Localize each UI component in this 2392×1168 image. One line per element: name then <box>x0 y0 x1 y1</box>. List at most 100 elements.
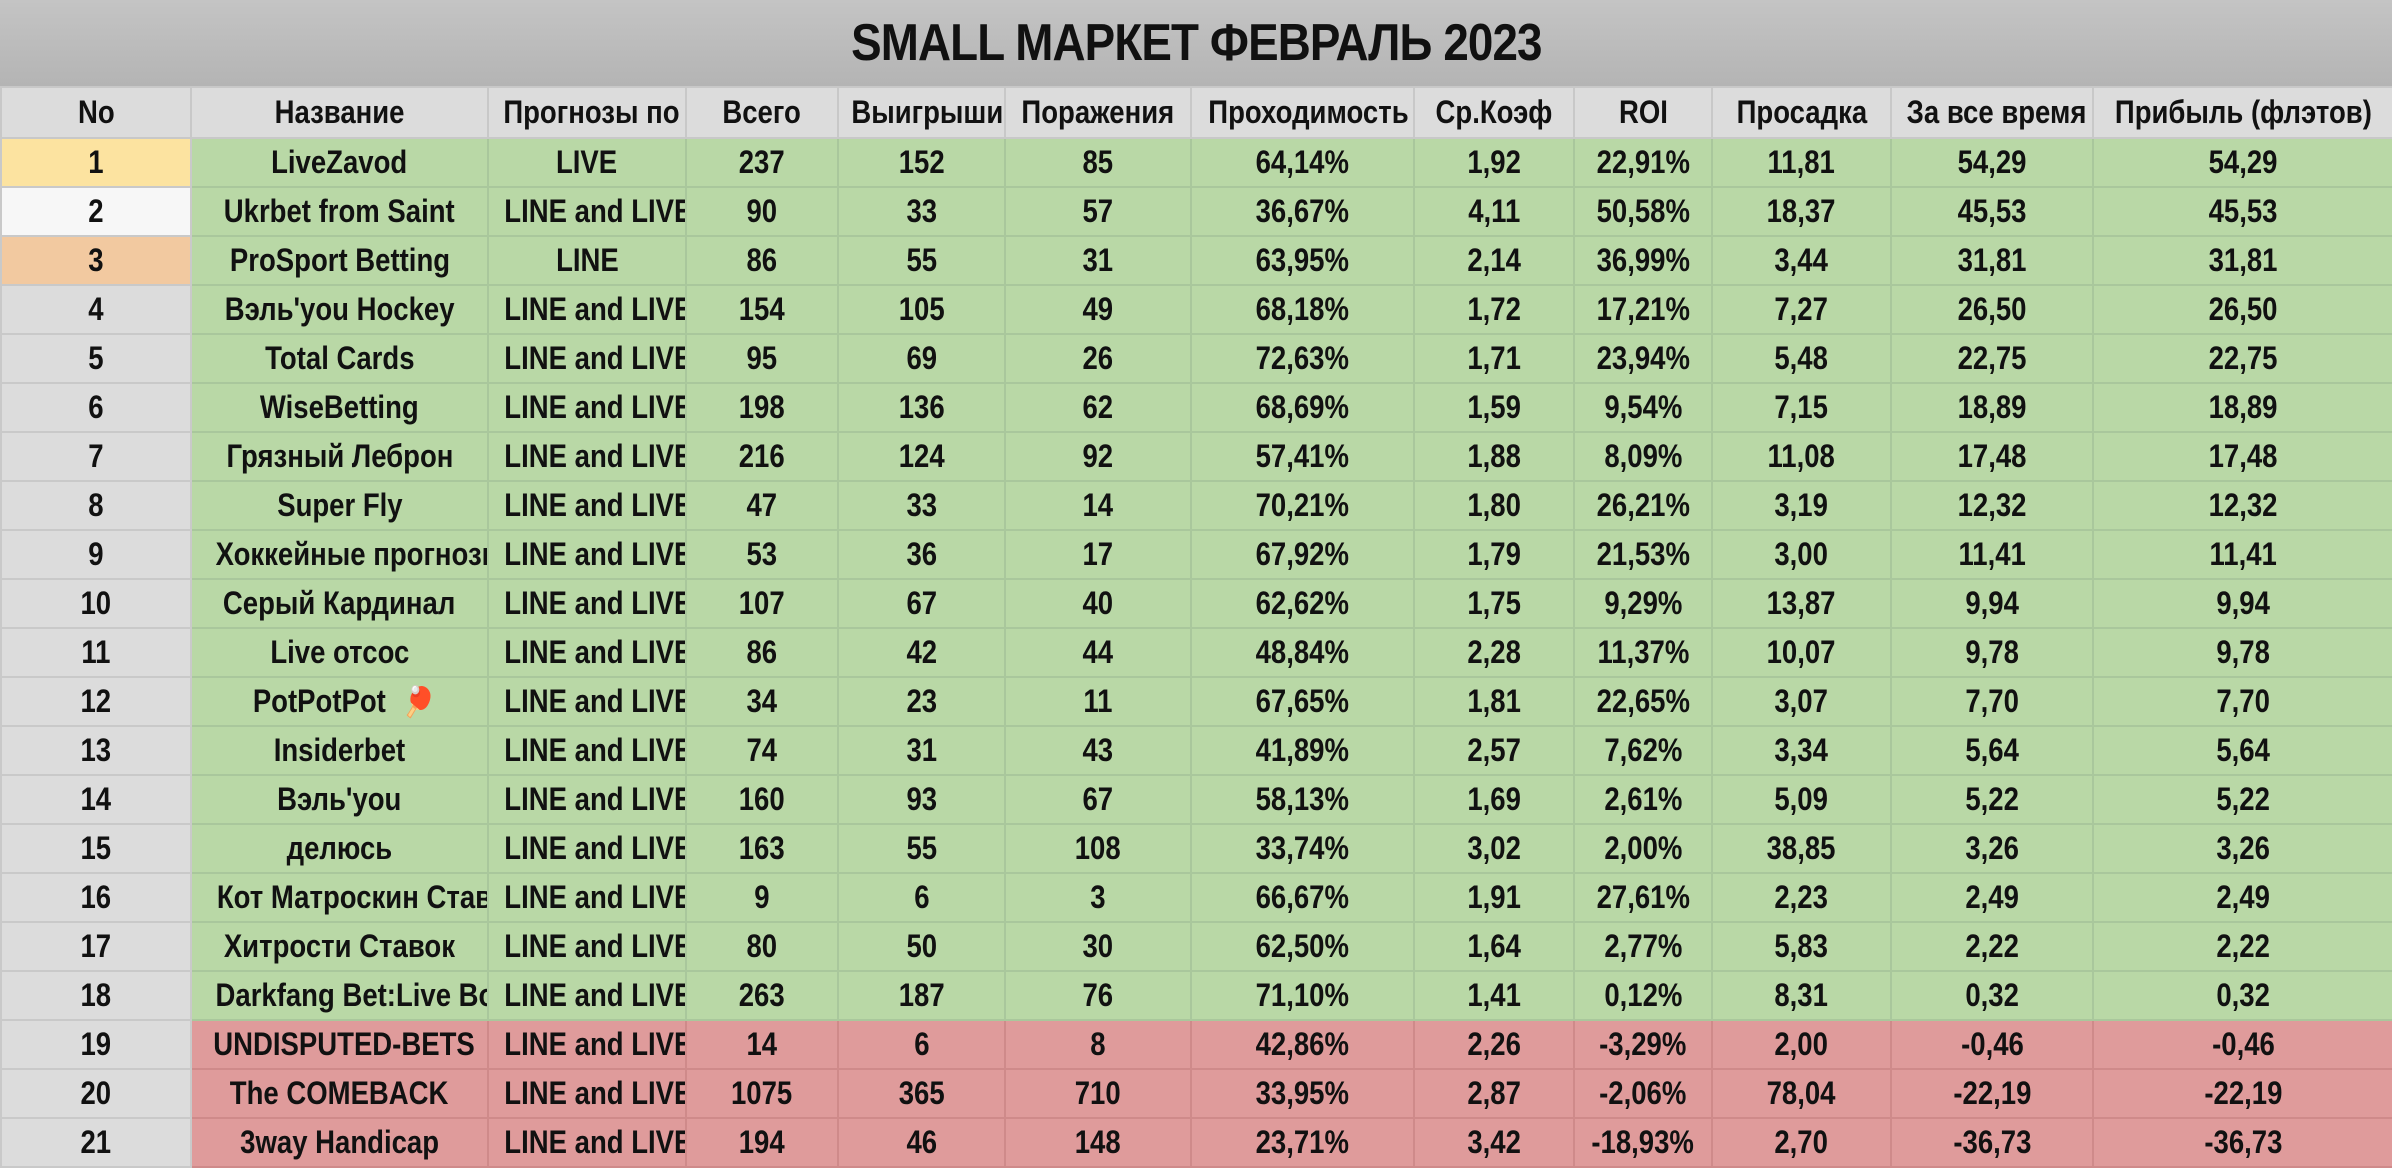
cell-all-time[interactable]: 5,64 <box>1890 725 2094 776</box>
cell-forecast-type[interactable]: LINE and LIVE <box>487 284 687 335</box>
cell-total[interactable]: 34 <box>685 676 839 727</box>
cell-drawdown[interactable]: 13,87 <box>1711 578 1892 629</box>
cell-forecast-type[interactable]: LINE and LIVE <box>487 529 687 580</box>
cell-total[interactable]: 160 <box>685 774 839 825</box>
cell-all-time[interactable]: 26,50 <box>1890 284 2094 335</box>
cell-pass-rate[interactable]: 36,67% <box>1190 186 1415 237</box>
cell-drawdown[interactable]: 3,07 <box>1711 676 1892 727</box>
cell-all-time[interactable]: 5,22 <box>1890 774 2094 825</box>
cell-no[interactable]: 5 <box>0 333 192 384</box>
cell-forecast-type[interactable]: LINE and LIVE <box>487 382 687 433</box>
cell-name[interactable]: WiseBetting <box>190 382 489 433</box>
header-name[interactable]: Название <box>190 86 489 139</box>
cell-no[interactable]: 18 <box>0 970 192 1021</box>
cell-drawdown[interactable]: 2,70 <box>1711 1117 1892 1168</box>
cell-avg-coef[interactable]: 1,71 <box>1413 333 1575 384</box>
cell-profit[interactable]: -22,19 <box>2092 1068 2392 1119</box>
cell-avg-coef[interactable]: 1,80 <box>1413 480 1575 531</box>
header-forecast-type[interactable]: Прогнозы по <box>487 86 687 139</box>
cell-drawdown[interactable]: 2,23 <box>1711 872 1892 923</box>
header-avg-coef[interactable]: Ср.Коэф <box>1413 86 1575 139</box>
cell-name[interactable]: LiveZavod <box>190 137 489 188</box>
cell-name[interactable]: Total Cards <box>190 333 489 384</box>
cell-avg-coef[interactable]: 3,42 <box>1413 1117 1575 1168</box>
cell-all-time[interactable]: -22,19 <box>1890 1068 2094 1119</box>
cell-pass-rate[interactable]: 48,84% <box>1190 627 1415 678</box>
header-drawdown[interactable]: Просадка <box>1711 86 1892 139</box>
cell-losses[interactable]: 40 <box>1004 578 1192 629</box>
cell-forecast-type[interactable]: LINE and LIVE <box>487 725 687 776</box>
cell-all-time[interactable]: 22,75 <box>1890 333 2094 384</box>
cell-roi[interactable]: 23,94% <box>1573 333 1713 384</box>
cell-no[interactable]: 17 <box>0 921 192 972</box>
cell-forecast-type[interactable]: LINE and LIVE <box>487 1068 687 1119</box>
cell-avg-coef[interactable]: 1,69 <box>1413 774 1575 825</box>
cell-losses[interactable]: 30 <box>1004 921 1192 972</box>
cell-roi[interactable]: 22,65% <box>1573 676 1713 727</box>
cell-roi[interactable]: -2,06% <box>1573 1068 1713 1119</box>
cell-profit[interactable]: 0,32 <box>2092 970 2392 1021</box>
cell-profit[interactable]: 2,49 <box>2092 872 2392 923</box>
cell-roi[interactable]: 8,09% <box>1573 431 1713 482</box>
cell-roi[interactable]: 11,37% <box>1573 627 1713 678</box>
cell-pass-rate[interactable]: 71,10% <box>1190 970 1415 1021</box>
cell-wins[interactable]: 55 <box>837 823 1006 874</box>
cell-pass-rate[interactable]: 62,62% <box>1190 578 1415 629</box>
cell-name[interactable]: Грязный Леброн <box>190 431 489 482</box>
cell-no[interactable]: 16 <box>0 872 192 923</box>
cell-forecast-type[interactable]: LINE and LIVE <box>487 676 687 727</box>
cell-profit[interactable]: 22,75 <box>2092 333 2392 384</box>
cell-roi[interactable]: -18,93% <box>1573 1117 1713 1168</box>
cell-name[interactable]: Darkfang Bet:Live Bot <box>190 970 489 1021</box>
cell-wins[interactable]: 365 <box>837 1068 1006 1119</box>
cell-losses[interactable]: 76 <box>1004 970 1192 1021</box>
cell-profit[interactable]: 9,78 <box>2092 627 2392 678</box>
cell-name[interactable]: Кот Матроскин Ставит <box>190 872 489 923</box>
cell-pass-rate[interactable]: 68,18% <box>1190 284 1415 335</box>
cell-profit[interactable]: 12,32 <box>2092 480 2392 531</box>
cell-total[interactable]: 74 <box>685 725 839 776</box>
cell-pass-rate[interactable]: 67,65% <box>1190 676 1415 727</box>
cell-no[interactable]: 7 <box>0 431 192 482</box>
cell-all-time[interactable]: 54,29 <box>1890 137 2094 188</box>
cell-roi[interactable]: 2,61% <box>1573 774 1713 825</box>
cell-total[interactable]: 154 <box>685 284 839 335</box>
cell-total[interactable]: 86 <box>685 627 839 678</box>
cell-roi[interactable]: 36,99% <box>1573 235 1713 286</box>
cell-no[interactable]: 8 <box>0 480 192 531</box>
cell-name[interactable]: Вэль'you Hockey <box>190 284 489 335</box>
cell-wins[interactable]: 42 <box>837 627 1006 678</box>
cell-no[interactable]: 2 <box>0 186 192 237</box>
cell-losses[interactable]: 85 <box>1004 137 1192 188</box>
cell-name[interactable]: Super Fly <box>190 480 489 531</box>
cell-pass-rate[interactable]: 41,89% <box>1190 725 1415 776</box>
cell-total[interactable]: 107 <box>685 578 839 629</box>
cell-all-time[interactable]: 2,22 <box>1890 921 2094 972</box>
cell-profit[interactable]: 3,26 <box>2092 823 2392 874</box>
cell-wins[interactable]: 50 <box>837 921 1006 972</box>
cell-losses[interactable]: 43 <box>1004 725 1192 776</box>
cell-forecast-type[interactable]: LINE and LIVE <box>487 872 687 923</box>
cell-avg-coef[interactable]: 2,26 <box>1413 1019 1575 1070</box>
cell-all-time[interactable]: 7,70 <box>1890 676 2094 727</box>
cell-name[interactable]: Live отсос <box>190 627 489 678</box>
cell-no[interactable]: 9 <box>0 529 192 580</box>
cell-roi[interactable]: 17,21% <box>1573 284 1713 335</box>
cell-all-time[interactable]: 45,53 <box>1890 186 2094 237</box>
cell-drawdown[interactable]: 2,00 <box>1711 1019 1892 1070</box>
cell-no[interactable]: 19 <box>0 1019 192 1070</box>
cell-total[interactable]: 9 <box>685 872 839 923</box>
cell-profit[interactable]: 5,22 <box>2092 774 2392 825</box>
cell-roi[interactable]: 7,62% <box>1573 725 1713 776</box>
cell-forecast-type[interactable]: LINE and LIVE <box>487 333 687 384</box>
cell-losses[interactable]: 148 <box>1004 1117 1192 1168</box>
cell-total[interactable]: 53 <box>685 529 839 580</box>
cell-drawdown[interactable]: 11,08 <box>1711 431 1892 482</box>
cell-all-time[interactable]: 9,78 <box>1890 627 2094 678</box>
cell-name[interactable]: 3way Handicap <box>190 1117 489 1168</box>
cell-pass-rate[interactable]: 42,86% <box>1190 1019 1415 1070</box>
cell-forecast-type[interactable]: LINE and LIVE <box>487 970 687 1021</box>
cell-profit[interactable]: 45,53 <box>2092 186 2392 237</box>
cell-roi[interactable]: 21,53% <box>1573 529 1713 580</box>
cell-profit[interactable]: 17,48 <box>2092 431 2392 482</box>
